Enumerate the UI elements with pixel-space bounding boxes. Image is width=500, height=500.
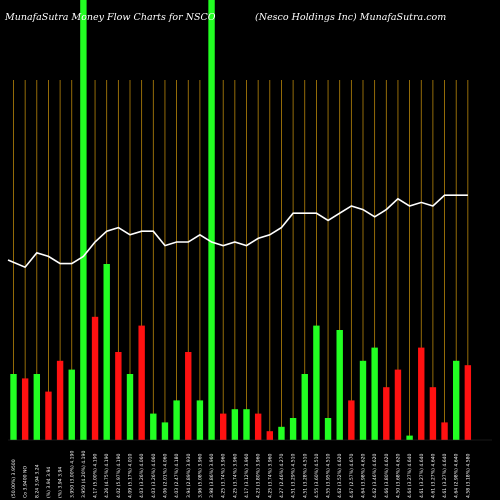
x-tick-label: 4.55 (3.95%) 4.510 bbox=[326, 453, 332, 498]
bar bbox=[464, 365, 472, 440]
x-tick-label: 4.03 (2.47%) 4.180 bbox=[174, 453, 180, 498]
x-tick-label: 4.64 (3.98%) 4.620 bbox=[361, 453, 367, 498]
x-tick-label: 4.25 (3.74%) 3.960 bbox=[267, 453, 273, 498]
x-tick-label: 4.06 (2.01%) 4.060 bbox=[162, 453, 168, 498]
x-tick-label: 4.66 (3.80%) 4.620 bbox=[384, 453, 390, 498]
bar bbox=[394, 369, 402, 440]
bar bbox=[138, 325, 145, 440]
bar bbox=[126, 374, 134, 440]
x-tick-label: 4.50 (3.68%) 4.620 bbox=[395, 453, 401, 498]
x-axis-labels: (50.00%) 3.9500 Co 3.9400 NO 8.24 3.94 3.2… bbox=[11, 451, 471, 498]
bar bbox=[45, 391, 52, 440]
bar bbox=[254, 413, 262, 440]
money-flow-line bbox=[7, 194, 468, 269]
bar bbox=[371, 347, 378, 440]
x-tick-label: 4.03 (3.26%) 4.060 bbox=[139, 453, 145, 498]
x-tick-label: 4.61 (3.27%) 4.640 bbox=[442, 453, 448, 498]
bar bbox=[231, 409, 239, 440]
bar bbox=[348, 400, 355, 440]
bar bbox=[150, 413, 157, 440]
bar bbox=[33, 374, 40, 440]
bar bbox=[173, 400, 180, 440]
x-tick-label: 4.26 (4.75%) 4.190 bbox=[104, 453, 110, 498]
bar bbox=[243, 409, 250, 440]
x-tick-label: 4.51 (3.28%) 4.510 bbox=[302, 453, 308, 498]
x-tick-label: 8.24 3.94 3.24 bbox=[34, 464, 40, 498]
x-tick-label: (%) 3.94 3.94 bbox=[46, 467, 52, 498]
bar bbox=[68, 369, 75, 440]
x-tick-label: 4.17 (5.00%) 4.190 bbox=[93, 453, 99, 498]
bar bbox=[103, 264, 110, 440]
x-tick-label: (%) 3.94 3.94 bbox=[58, 467, 64, 498]
bar bbox=[313, 325, 320, 440]
bar bbox=[453, 360, 460, 440]
bar bbox=[324, 418, 332, 440]
bar bbox=[10, 374, 17, 440]
x-tick-label: 3.950 (4.20%) 4.190 bbox=[81, 451, 87, 498]
x-tick-label: 4.67 (2.57%) 4.670 bbox=[349, 453, 355, 498]
x-tick-label: 4.17 (3.12%) 3.960 bbox=[244, 453, 250, 498]
x-tick-label: 4.23 (3.80%) 3.960 bbox=[256, 453, 262, 498]
x-tick-label: 4.09 (5.17%) 4.010 bbox=[128, 453, 134, 498]
bar-series bbox=[10, 0, 472, 440]
x-tick-label: 4.61 (3.27%) 4.640 bbox=[419, 453, 425, 498]
bar bbox=[91, 316, 99, 440]
x-tick-label: 4.02 (5.97%) 4.190 bbox=[116, 453, 122, 498]
bar bbox=[406, 435, 413, 440]
x-tick-label: 4.64 (2.98%) 4.640 bbox=[454, 453, 460, 498]
chart-title: MunafaSutra Money Flow Charts for NSCO bbox=[4, 12, 216, 23]
bar bbox=[336, 330, 343, 440]
bar bbox=[383, 387, 390, 440]
x-tick-label: 3.94 (2.89%) 3.930 bbox=[186, 453, 192, 498]
bar bbox=[441, 422, 448, 440]
chart-subtitle: (Nesco Holdings Inc) MunafaSutra.com bbox=[255, 12, 446, 23]
x-tick-label: 4.62 (3.52%) 4.620 bbox=[337, 453, 343, 498]
x-tick-label: 4.61 (3.27%) 4.640 bbox=[430, 453, 436, 498]
bar bbox=[418, 347, 425, 440]
bar bbox=[289, 418, 297, 440]
bar bbox=[359, 360, 367, 440]
bar bbox=[429, 387, 437, 440]
x-tick-label: 4.03 (3.26%) 4.060 bbox=[151, 453, 157, 498]
x-tick-label: 4.64 (3.27%) 4.640 bbox=[407, 453, 413, 498]
bar bbox=[301, 374, 308, 440]
x-tick-label: 4.51 (3.29%) 4.510 bbox=[291, 453, 297, 498]
x-tick-label: 3.950 (3.00%) 4.190 bbox=[69, 451, 75, 498]
x-tick-label: Co 3.9400 NO bbox=[23, 466, 29, 498]
x-tick-label: (50.00%) 3.9500 bbox=[11, 459, 17, 498]
bar bbox=[185, 352, 192, 440]
bar bbox=[196, 400, 204, 440]
bar bbox=[220, 413, 227, 440]
x-tick-label: 4.62 (3.46%) 4.620 bbox=[372, 453, 378, 498]
bar bbox=[278, 426, 285, 440]
x-tick-label: 4.25 (3.74%) 3.960 bbox=[221, 453, 227, 498]
x-tick-label: 3.96 (5.08%) 3.960 bbox=[197, 453, 203, 498]
x-tick-label: 4.25 (3.74%) 3.960 bbox=[232, 453, 238, 498]
bar bbox=[21, 378, 29, 440]
bar bbox=[80, 0, 87, 440]
bar bbox=[266, 431, 273, 440]
bar bbox=[161, 422, 169, 440]
x-tick-label: 4.55 (3.60%) 4.510 bbox=[314, 453, 320, 498]
x-tick-label: 4.58 (3.18%) 4.580 bbox=[465, 453, 471, 498]
x-tick-label: 4.27 (2.46%) 4.270 bbox=[279, 453, 285, 498]
bar bbox=[115, 352, 122, 440]
bar bbox=[56, 360, 64, 440]
x-tick-label: 3.98 (3.86%) 3.960 bbox=[209, 453, 215, 498]
bar bbox=[208, 0, 215, 440]
